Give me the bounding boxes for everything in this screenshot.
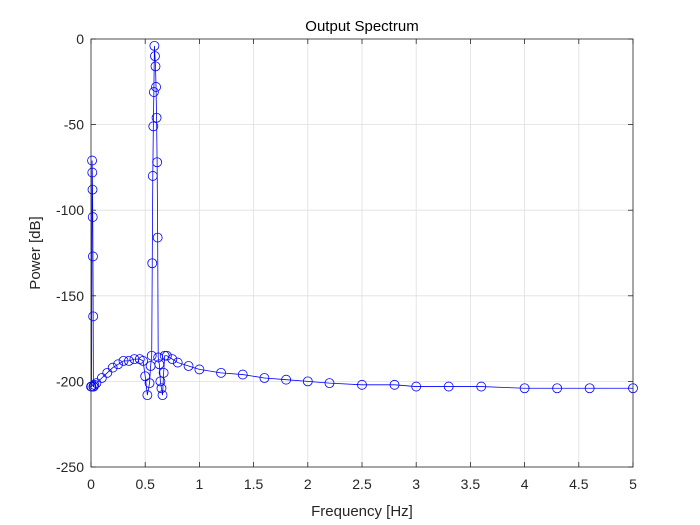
data-point — [87, 155, 97, 166]
data-point — [150, 51, 160, 62]
data-point — [259, 373, 270, 383]
data-point — [124, 355, 134, 366]
data-point — [140, 371, 151, 382]
data-point — [357, 379, 367, 390]
data-point — [89, 379, 100, 390]
data-point — [302, 376, 313, 387]
x-tick-label: 4 — [521, 476, 529, 492]
y-tick-label: -200 — [56, 373, 84, 389]
x-tick-label: 0.5 — [135, 476, 155, 492]
data-point — [144, 378, 155, 389]
data-point — [147, 171, 158, 181]
data-point — [154, 359, 165, 370]
data-point — [237, 369, 248, 380]
data-point — [161, 350, 172, 361]
data-point — [411, 381, 422, 392]
x-tick-label: 4.5 — [569, 476, 589, 492]
data-point — [138, 355, 148, 366]
y-tick-label: -50 — [64, 117, 84, 133]
x-tick-label: 3 — [412, 476, 420, 492]
data-point — [88, 251, 98, 262]
x-tick-label: 3.5 — [461, 476, 481, 492]
data-point — [150, 61, 161, 72]
data-point — [96, 373, 107, 383]
data-point — [151, 82, 161, 92]
data-point — [152, 232, 163, 243]
x-tick-label: 0 — [87, 476, 95, 492]
y-tick-labels: 0 -50 -100 -150 -200 -250 — [56, 31, 84, 475]
y-tick-label: 0 — [76, 31, 84, 47]
x-tick-label: 2 — [304, 476, 312, 492]
data-layer — [86, 40, 638, 401]
data-point — [102, 367, 113, 378]
y-tick-label: -250 — [56, 459, 84, 475]
data-point — [389, 379, 400, 390]
data-point — [476, 381, 487, 392]
data-point — [148, 87, 159, 97]
data-point — [194, 364, 205, 375]
data-point — [584, 383, 595, 394]
data-point — [134, 354, 145, 365]
data-point — [172, 357, 183, 368]
data-point — [118, 355, 129, 366]
x-tick-labels: 0 0.5 1 1.5 2 2.5 3 3.5 4 4.5 5 — [87, 476, 637, 492]
data-point — [158, 367, 169, 378]
data-point — [87, 184, 98, 195]
data-point — [142, 390, 153, 401]
data-point — [156, 383, 167, 394]
data-point — [216, 367, 226, 378]
data-point — [152, 157, 163, 168]
data-point — [281, 374, 292, 385]
y-tick-label: -100 — [56, 202, 84, 218]
x-tick-label: 1.5 — [244, 476, 264, 492]
data-point — [148, 121, 159, 132]
chart-title: Output Spectrum — [305, 18, 418, 35]
data-point — [88, 311, 99, 322]
x-axis-label: Frequency [Hz] — [311, 503, 413, 520]
data-point — [146, 350, 157, 361]
y-axis-label: Power [dB] — [27, 216, 44, 289]
data-point — [113, 359, 123, 370]
data-point — [91, 378, 102, 389]
data-point — [552, 383, 563, 394]
x-tick-label: 2.5 — [352, 476, 372, 492]
data-point — [167, 354, 178, 365]
x-tick-label: 5 — [629, 476, 637, 492]
data-point — [324, 378, 335, 389]
data-point — [87, 167, 98, 178]
y-tick-label: -150 — [56, 288, 84, 304]
data-point — [151, 112, 162, 123]
data-point — [107, 362, 118, 373]
data-point — [183, 361, 194, 371]
data-point — [149, 40, 160, 51]
tick-layer — [90, 38, 634, 468]
data-point — [157, 390, 168, 401]
data-point — [155, 376, 166, 387]
data-point — [443, 381, 454, 392]
x-tick-label: 1 — [196, 476, 204, 492]
data-point — [87, 212, 98, 222]
data-point — [147, 258, 158, 269]
data-point — [519, 383, 530, 394]
